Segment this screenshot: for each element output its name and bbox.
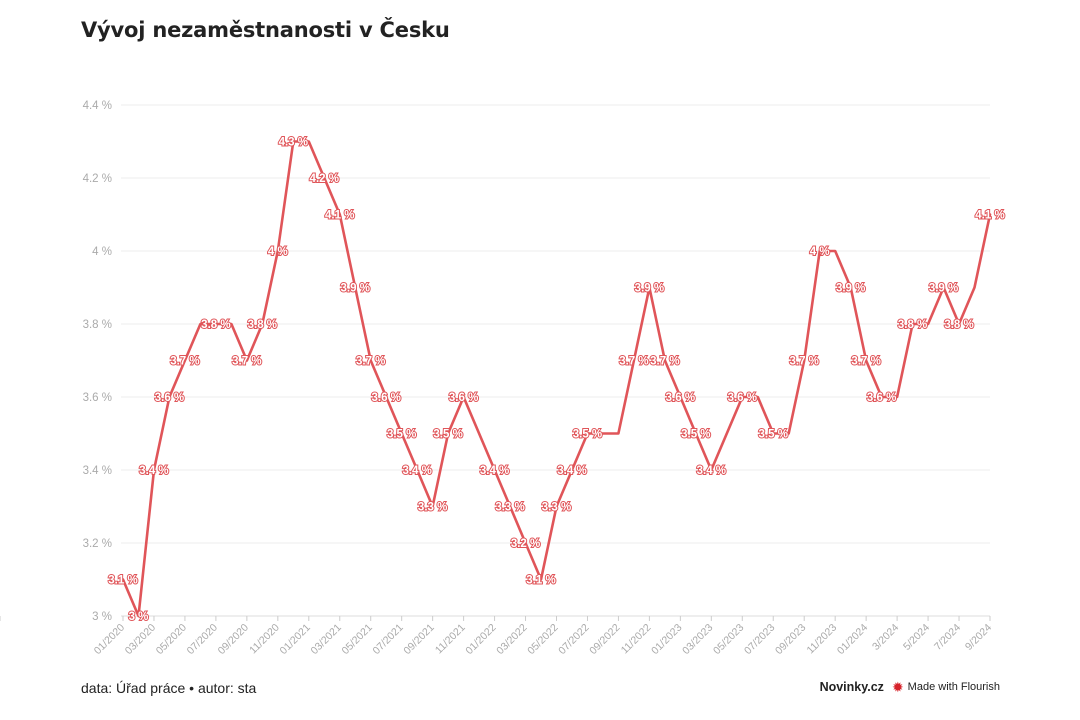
brand-logo[interactable]: Novinky.cz xyxy=(819,680,884,694)
data-label: 3.4 % xyxy=(480,465,509,477)
x-tick-label: 3/2024 xyxy=(870,622,901,653)
data-label: 3.3 % xyxy=(495,502,524,514)
chart-title: Vývoj nezaměstnanosti v Česku xyxy=(81,18,450,42)
data-label: 3.1 % xyxy=(526,575,555,587)
data-label: 3.4 % xyxy=(697,465,726,477)
data-label: 3.4 % xyxy=(402,465,431,477)
data-label: 3 % xyxy=(129,611,149,623)
data-label: 3.6 % xyxy=(728,392,757,404)
y-tick-label: 3.4 % xyxy=(83,465,112,477)
data-label: 3.6 % xyxy=(155,392,184,404)
data-label: 4.2 % xyxy=(310,173,339,185)
x-tick-label: 5/2024 xyxy=(901,622,932,653)
x-tick-label: 11/2020 xyxy=(247,622,282,657)
data-label: 3.3 % xyxy=(418,502,447,514)
made-with-label: Made with Flourish xyxy=(907,681,1000,693)
data-label: 4.1 % xyxy=(975,210,1004,222)
data-label: 3.3 % xyxy=(542,502,571,514)
x-tick-label: 05/2023 xyxy=(711,622,746,657)
y-tick-label: 4.2 % xyxy=(83,173,112,185)
x-tick-label: 07/2020 xyxy=(185,622,220,657)
data-label: 3.7 % xyxy=(356,356,385,368)
data-label: 3.4 % xyxy=(557,465,586,477)
y-tick-label: 4.4 % xyxy=(83,100,112,112)
x-tick-label: 01/2021 xyxy=(278,622,313,657)
data-label: 3.9 % xyxy=(341,283,370,295)
x-tick-label: 09/2021 xyxy=(401,622,436,657)
x-tick-label: 03/2023 xyxy=(680,622,715,657)
x-tick-label: 11/2022 xyxy=(619,622,654,657)
x-tick-label: 03/2022 xyxy=(494,622,529,657)
data-label: 3.6 % xyxy=(371,392,400,404)
data-label: 3.6 % xyxy=(666,392,695,404)
x-tick-label: 05/2021 xyxy=(340,622,375,657)
flourish-star-icon: ✹ xyxy=(891,679,904,695)
data-label: 3.8 % xyxy=(898,319,927,331)
data-label: 4 % xyxy=(268,246,288,258)
x-tick-label: 7/2024 xyxy=(932,622,963,653)
x-tick-label: 05/2020 xyxy=(154,622,189,657)
data-label: 3.9 % xyxy=(836,283,865,295)
data-label: 3.4 % xyxy=(139,465,168,477)
series-line xyxy=(121,140,992,618)
data-label: 3.1 % xyxy=(108,575,137,587)
data-label: 3.9 % xyxy=(929,283,958,295)
data-label: 3.6 % xyxy=(449,392,478,404)
x-tick-label: 01/2023 xyxy=(649,622,684,657)
x-tick-label: 11/2021 xyxy=(433,622,468,657)
data-label: 3.2 % xyxy=(511,538,540,550)
data-label: 3.8 % xyxy=(201,319,230,331)
data-label: 3.9 % xyxy=(635,283,664,295)
x-tick-label: 03/2021 xyxy=(309,622,344,657)
data-label: 4.3 % xyxy=(279,137,308,149)
y-tick-label: 3.2 % xyxy=(83,538,112,550)
data-label: 3.7 % xyxy=(619,356,648,368)
x-tick-label: 09/2022 xyxy=(587,622,622,657)
data-label: 3.5 % xyxy=(387,429,416,441)
data-label: 3.7 % xyxy=(650,356,679,368)
data-label: 3.7 % xyxy=(232,356,261,368)
data-label: 4.1 % xyxy=(325,210,354,222)
x-tick-label: 09/2023 xyxy=(773,622,808,657)
data-label: 3.5 % xyxy=(759,429,788,441)
y-tick-label: 4 % xyxy=(92,246,112,258)
data-label: 3.5 % xyxy=(681,429,710,441)
made-with-flourish-link[interactable]: ✹ Made with Flourish xyxy=(892,680,1000,694)
data-label: 3.8 % xyxy=(944,319,973,331)
x-tick-label: 07/2023 xyxy=(742,622,777,657)
data-label: 3.6 % xyxy=(867,392,896,404)
x-tick-label: 01/2020 xyxy=(92,622,127,657)
x-tick-label: 07/2022 xyxy=(556,622,591,657)
x-tick-label: 05/2022 xyxy=(525,622,560,657)
x-tick-label: 07/2021 xyxy=(370,622,405,657)
data-label: 3.8 % xyxy=(248,319,277,331)
data-label: 3.7 % xyxy=(851,356,880,368)
footer-brand-area: Novinky.cz ✹ Made with Flourish xyxy=(820,680,1000,694)
y-tick-label: 3 % xyxy=(92,611,112,623)
x-tick-label: 11/2023 xyxy=(805,622,840,657)
x-tick-label: 9/2024 xyxy=(963,622,994,653)
data-label: 3.7 % xyxy=(790,356,819,368)
data-label: 4 % xyxy=(810,246,830,258)
y-tick-label: 3.8 % xyxy=(83,319,112,331)
y-tick-label: 3.6 % xyxy=(83,392,112,404)
x-tick-label: 01/2022 xyxy=(463,622,498,657)
x-tick-label: 03/2020 xyxy=(123,622,158,657)
data-label: 3.5 % xyxy=(433,429,462,441)
data-label: 3.7 % xyxy=(170,356,199,368)
data-label: 3.5 % xyxy=(573,429,602,441)
x-tick-label: 01/2024 xyxy=(835,622,870,657)
x-tick-label: 09/2020 xyxy=(216,622,251,657)
source-credit: data: Úřad práce • autor: sta xyxy=(81,680,257,696)
